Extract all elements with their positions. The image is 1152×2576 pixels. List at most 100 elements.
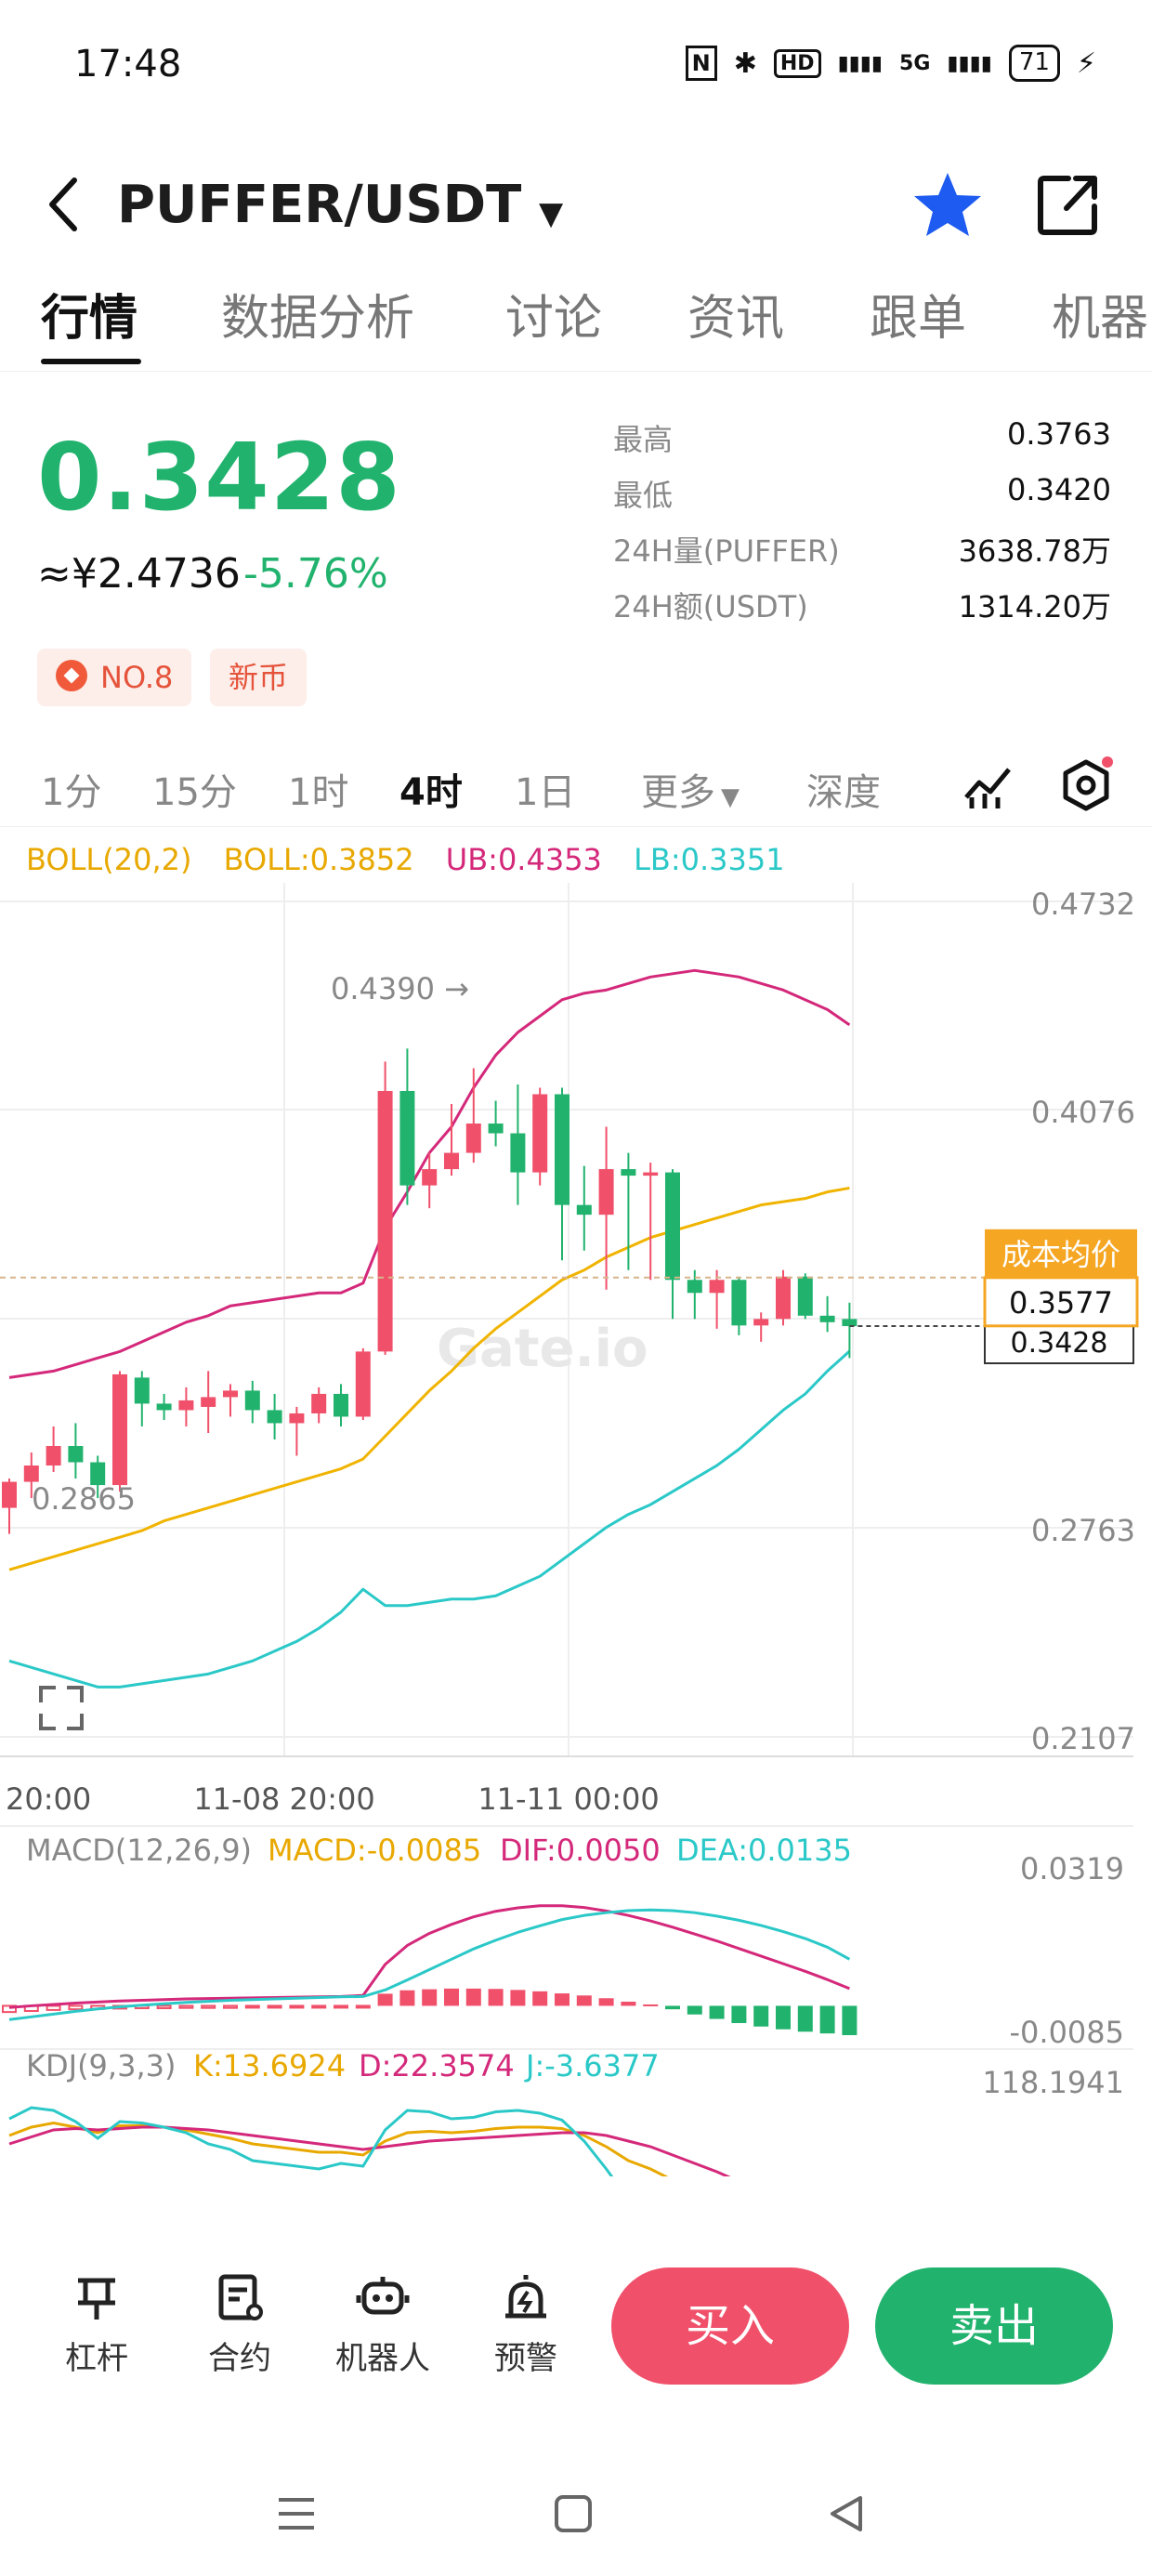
- tab-market[interactable]: 行情: [41, 291, 138, 347]
- tab-copy-trading[interactable]: 跟单: [870, 291, 967, 347]
- candle-body: [665, 1172, 680, 1281]
- tab-bots[interactable]: 机器: [1052, 291, 1149, 347]
- rank-badge-label: NO.8: [100, 660, 174, 695]
- candle-body: [90, 1462, 106, 1486]
- active-tab-indicator: [41, 359, 141, 364]
- sell-button[interactable]: 卖出: [875, 2267, 1113, 2385]
- boll-middle-line: [8, 1186, 850, 1571]
- candle-body: [731, 1280, 747, 1326]
- bluetooth-icon: ✱: [733, 46, 757, 80]
- candle-body: [289, 1413, 305, 1424]
- leverage-label: 杠杆: [65, 2340, 128, 2377]
- candle-body: [422, 1169, 438, 1186]
- interval-1h[interactable]: 1时: [288, 771, 349, 814]
- kdj-d-line: [8, 2125, 731, 2176]
- candle-body: [598, 1169, 614, 1216]
- candle-body: [643, 1172, 659, 1176]
- macd-y-label: -0.0085: [1009, 2015, 1124, 2050]
- macd-histogram-bar: [223, 2004, 238, 2009]
- kdj-plot: [8, 2106, 731, 2176]
- low-price-annotation: 0.2865: [32, 1481, 136, 1517]
- stat-label-low: 最低: [613, 478, 674, 513]
- kdj-legend-k: K:13.6924: [193, 2048, 346, 2083]
- nfc-icon: N: [685, 46, 717, 81]
- boll-legend-ub: UB:0.4353: [445, 842, 602, 877]
- kline-chart[interactable]: Gate.io 0.4732 0.4076 0.2763 0.2107 0.3428 成本均…: [0, 883, 1152, 2221]
- interval-1d[interactable]: 1日: [515, 771, 576, 814]
- home-icon[interactable]: [550, 2491, 596, 2537]
- settings-icon[interactable]: [1057, 756, 1115, 814]
- alarm-icon: [505, 2275, 546, 2319]
- macd-dea-line: [8, 1908, 851, 2021]
- x-axis-label: 11-11 00:00: [478, 1781, 659, 1817]
- candle-body: [178, 1400, 194, 1411]
- macd-histogram-bar: [267, 2004, 282, 2009]
- macd-legend-dif: DIF:0.0050: [500, 1833, 661, 1868]
- back-icon[interactable]: [823, 2491, 870, 2537]
- pair-title[interactable]: PUFFER/USDT: [117, 175, 522, 235]
- leverage-icon: [78, 2278, 115, 2320]
- tab-discussion[interactable]: 讨论: [505, 291, 603, 347]
- candle-body: [555, 1094, 569, 1205]
- signal-icon-2: ▮▮▮▮: [947, 51, 992, 75]
- tab-news[interactable]: 资讯: [687, 291, 785, 347]
- new-coin-badge: 新币: [210, 649, 308, 706]
- system-nav-bar: [0, 2453, 1152, 2576]
- bots-button[interactable]: 机器人: [327, 2271, 439, 2378]
- macd-histogram-bar: [598, 1998, 614, 2006]
- share-icon[interactable]: [1031, 167, 1106, 242]
- candle-body: [156, 1403, 172, 1411]
- macd-histogram-bar: [399, 1990, 415, 2006]
- kdj-legend-name: KDJ(9,3,3): [26, 2048, 176, 2083]
- alert-button[interactable]: 预警: [470, 2271, 582, 2378]
- futures-button[interactable]: 合约: [184, 2271, 295, 2378]
- bots-label: 机器人: [335, 2340, 430, 2377]
- interval-more-label: 更多: [641, 771, 715, 814]
- candle-body: [510, 1133, 526, 1173]
- macd-histogram-bar: [289, 2004, 305, 2009]
- indicator-chart-icon[interactable]: [962, 760, 1015, 812]
- interval-4h[interactable]: 4时: [399, 771, 463, 814]
- macd-histogram-bar: [422, 1989, 438, 2006]
- stat-value-high: 0.3763: [1007, 416, 1111, 452]
- candle-body: [223, 1390, 238, 1398]
- macd-histogram-bar: [311, 2004, 327, 2009]
- cny-price: ≈¥2.4736: [37, 550, 241, 598]
- macd-legend-name: MACD(12,26,9): [26, 1833, 252, 1868]
- buy-button[interactable]: 买入: [611, 2267, 849, 2385]
- depth-tab[interactable]: 深度: [806, 771, 881, 814]
- rank-icon: [56, 660, 87, 691]
- favorite-star-icon[interactable]: [910, 167, 985, 242]
- candle-body: [355, 1351, 371, 1417]
- kdj-y-label: 118.1941: [982, 2065, 1124, 2100]
- avg-cost-value-box: [983, 1276, 1139, 1328]
- menu-icon[interactable]: [273, 2491, 320, 2537]
- macd-histogram-bar: [68, 2004, 84, 2011]
- candle-body: [311, 1393, 327, 1413]
- tab-data-analysis[interactable]: 数据分析: [221, 291, 415, 347]
- battery-icon: 71: [1008, 45, 1060, 82]
- status-bar: 17:48 N ✱ HD ▮▮▮▮ 5G ▮▮▮▮ 71 ⚡: [0, 0, 1152, 130]
- interval-15m[interactable]: 15分: [152, 771, 237, 814]
- candle-body: [776, 1276, 791, 1320]
- back-arrow-icon[interactable]: [37, 167, 93, 242]
- y-axis-label: 0.4076: [1031, 1095, 1135, 1130]
- pair-dropdown-icon[interactable]: ▼: [539, 195, 564, 232]
- leverage-button[interactable]: 杠杆: [41, 2271, 152, 2378]
- boll-legend-lb: LB:0.3351: [634, 842, 785, 877]
- interval-more[interactable]: 更多 ▼: [641, 762, 740, 816]
- main-tabs: 行情 数据分析 讨论 资讯 跟单 机器: [0, 269, 1152, 372]
- candle-body: [334, 1393, 348, 1417]
- boll-legend: BOLL(20,2) BOLL:0.3852 UB:0.4353 LB:0.33…: [26, 842, 785, 877]
- kdj-legend-d: D:22.3574: [359, 2048, 515, 2083]
- signal-icon: ▮▮▮▮: [837, 51, 884, 75]
- boll-legend-mid: BOLL:0.3852: [223, 842, 414, 877]
- interval-1m[interactable]: 1分: [41, 771, 102, 814]
- kdj-j-line: [8, 2106, 614, 2176]
- candle-body: [23, 1465, 39, 1482]
- boll-lower-band-line: [8, 1349, 851, 1689]
- candle-body: [465, 1124, 481, 1153]
- rank-badge[interactable]: NO.8: [37, 649, 192, 706]
- candle-body: [444, 1152, 459, 1170]
- macd-histogram-bar: [488, 1989, 504, 2006]
